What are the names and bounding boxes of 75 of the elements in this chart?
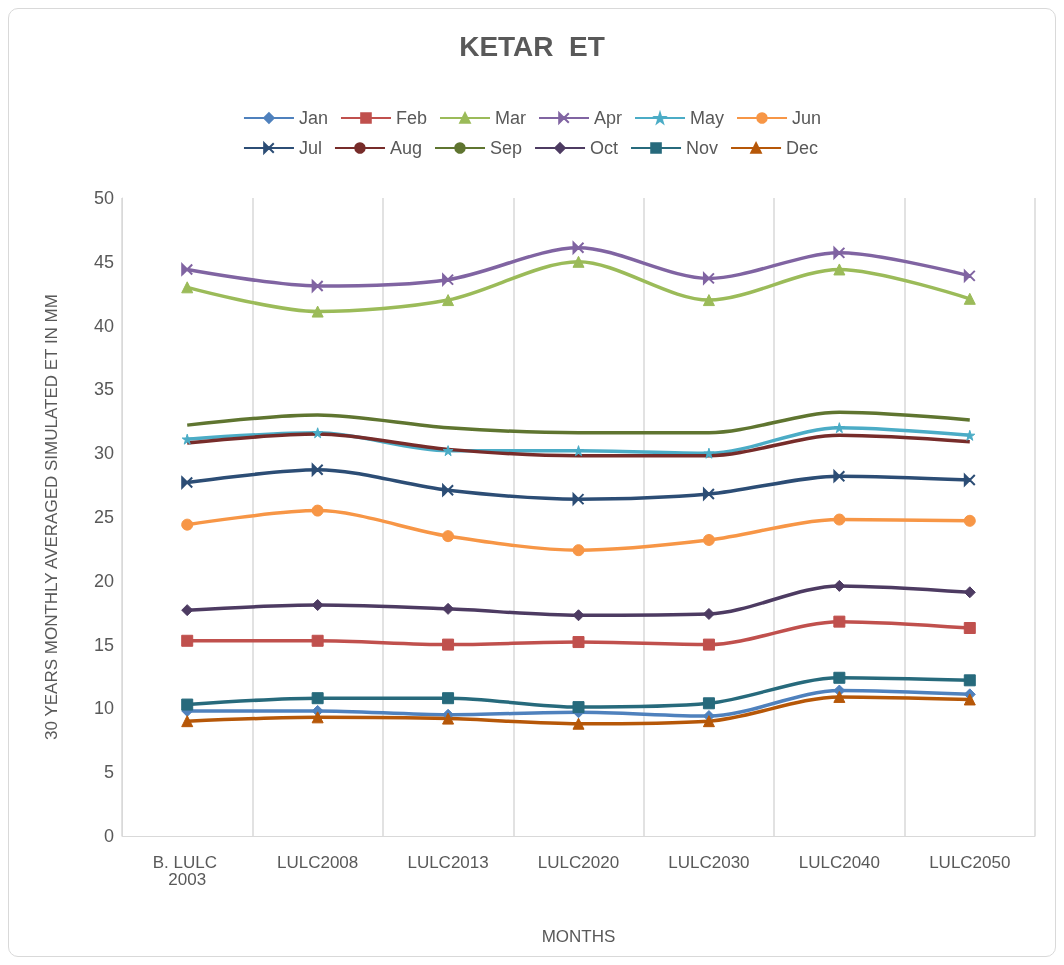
legend-label: May [690,108,725,128]
point [963,622,976,635]
point [181,698,194,711]
point [181,281,194,294]
point [442,294,455,307]
point [963,693,976,706]
legend-label: Dec [786,138,819,158]
y-tick-label: 5 [103,762,114,783]
y-tick-label: 40 [93,315,114,336]
point [702,638,715,651]
point [964,429,976,441]
x-tick-label: LULC2050 [929,853,1011,872]
y-tick-label: 20 [93,570,114,591]
point [311,692,324,705]
point [702,715,715,728]
point [442,692,455,705]
x-tick-label: LULC2020 [537,853,620,872]
point [442,530,455,543]
point [963,514,976,527]
point [572,701,585,714]
legend-label: Jan [298,108,328,128]
point [572,255,585,268]
y-tick-label: 30 [93,443,114,464]
chart-title: KETAR ET [459,30,605,62]
x-tick-label: LULC2013 [407,853,489,872]
point [442,638,455,651]
legend-label: Oct [590,138,619,158]
point [702,533,715,546]
legend-label: Aug [389,138,422,158]
point [833,671,846,684]
y-tick-label: 25 [93,507,114,527]
point [311,711,324,724]
y-tick-label: 45 [93,251,114,272]
line-series [185,410,972,435]
point [702,697,715,710]
point [312,427,324,439]
point [572,717,585,730]
point [311,305,324,318]
legend-label: Mar [495,108,527,128]
point [181,715,194,728]
y-tick-label: 35 [93,379,114,400]
point [442,712,455,725]
y-tick-label: 50 [93,188,114,208]
y-axis-title: 30 YEARS MONTHLY AVERAGED SIMULATED ET IN MM [42,294,61,740]
point [703,447,715,459]
point [833,615,846,628]
point [963,674,976,687]
y-tick-label: 10 [93,698,114,719]
point [702,294,715,307]
point [833,422,845,434]
legend-label: Jun [792,108,822,128]
point [311,634,324,647]
legend-label: Nov [686,138,719,158]
legend-label: Jul [298,138,322,158]
y-tick-label: 15 [93,634,114,655]
x-tick-label: B. LULC 2003 [152,853,222,889]
legend-label: Feb [395,108,428,128]
point [181,634,194,647]
point [442,445,454,457]
point [181,433,193,445]
legend-label: Sep [490,138,523,158]
y-tick-label: 0 [103,826,114,846]
point [833,690,846,703]
x-tick-label: LULC2030 [668,853,750,872]
point [572,636,585,649]
point [833,263,846,276]
point [311,504,324,517]
point [181,518,194,531]
legend-label: Apr [594,108,623,128]
x-tick-label: LULC2008 [277,853,359,872]
point [963,292,976,305]
x-tick-label: LULC2040 [798,853,880,872]
x-axis-title: MONTHS [541,927,616,946]
point [572,544,585,557]
point [833,513,846,526]
